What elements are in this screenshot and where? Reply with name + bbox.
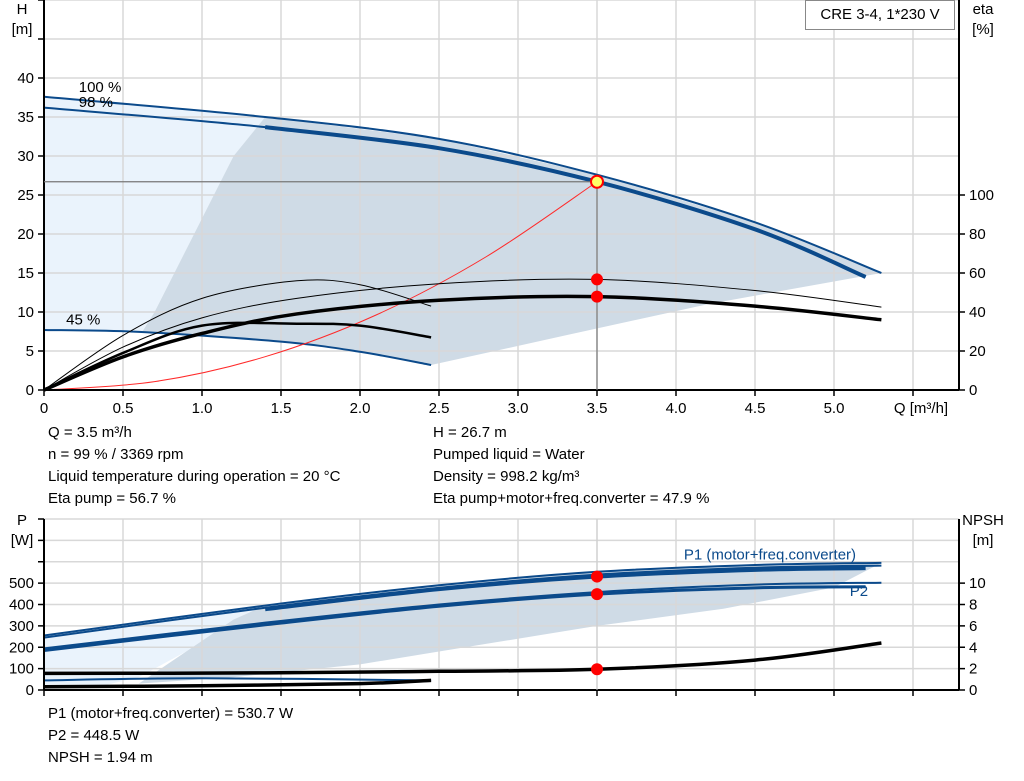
x-tick-label: 0 bbox=[40, 400, 48, 417]
y-axis-unit: [m] bbox=[12, 21, 33, 38]
y2-axis-label: NPSH bbox=[962, 512, 1004, 529]
x-tick-label: 1.0 bbox=[192, 400, 213, 417]
series-line-2 bbox=[264, 566, 866, 612]
power-series-label: P1 (motor+freq.converter) bbox=[684, 547, 856, 564]
series-line-0 bbox=[43, 561, 882, 637]
y-axis-label: H bbox=[17, 1, 28, 18]
y-tick-label: 400 bbox=[9, 597, 34, 614]
y-tick-label: 10 bbox=[17, 304, 34, 321]
y2-tick-label: 20 bbox=[969, 343, 986, 360]
y-tick-label: 15 bbox=[17, 265, 34, 282]
series-line-8 bbox=[43, 321, 432, 392]
x-tick-label: 3.0 bbox=[508, 400, 529, 417]
x-tick-label: 4.0 bbox=[666, 400, 687, 417]
operating-point bbox=[590, 174, 604, 189]
info-bottom: P1 (motor+freq.converter) = 530.7 W P2 =… bbox=[48, 703, 293, 769]
y2-tick-label: 8 bbox=[969, 597, 977, 614]
x-tick-label: 4.5 bbox=[745, 400, 766, 417]
y-tick-label: 500 bbox=[9, 575, 34, 592]
info-p1: P1 (motor+freq.converter) = 530.7 W bbox=[48, 705, 294, 722]
info-flow: Q = 3.5 m³/h bbox=[48, 424, 132, 441]
series-line-0 bbox=[43, 95, 882, 274]
y2-tick-label: 40 bbox=[969, 304, 986, 321]
series-line-7 bbox=[43, 678, 432, 689]
info-eta-pump: Eta pump = 56.7 % bbox=[48, 490, 176, 507]
operating-point-p bbox=[591, 588, 603, 601]
y-tick-label: 20 bbox=[17, 226, 34, 243]
series-line-3 bbox=[43, 328, 432, 367]
series-line-4 bbox=[43, 181, 598, 391]
info-temperature: Liquid temperature during operation = 20… bbox=[48, 468, 341, 485]
eta-point bbox=[591, 290, 603, 303]
x-tick-label: 5.0 bbox=[824, 400, 845, 417]
y2-tick-label: 0 bbox=[969, 682, 977, 699]
info-top-right: H = 26.7 m Pumped liquid = Water Density… bbox=[433, 422, 709, 510]
info-top-left: Q = 3.5 m³/h n = 99 % / 3369 rpm Liquid … bbox=[48, 422, 340, 510]
info-speed: n = 99 % / 3369 rpm bbox=[48, 446, 184, 463]
x-tick-label: 0.5 bbox=[113, 400, 134, 417]
x-tick-label: 2.5 bbox=[429, 400, 450, 417]
y2-axis-unit: [%] bbox=[972, 21, 994, 38]
y2-tick-label: 100 bbox=[969, 187, 994, 204]
y2-tick-label: 4 bbox=[969, 639, 977, 656]
y-tick-label: 200 bbox=[9, 639, 34, 656]
y2-tick-label: 0 bbox=[969, 382, 977, 399]
info-head: H = 26.7 m bbox=[433, 424, 507, 441]
y-tick-label: 25 bbox=[17, 187, 34, 204]
y-axis-unit: [W] bbox=[11, 532, 34, 549]
series-line-6 bbox=[43, 294, 882, 392]
y-tick-label: 300 bbox=[9, 618, 34, 635]
info-liquid: Pumped liquid = Water bbox=[433, 446, 585, 463]
info-npsh: NPSH = 1.94 m bbox=[48, 749, 153, 766]
series-line-6 bbox=[43, 641, 882, 676]
y-tick-label: 30 bbox=[17, 148, 34, 165]
y-tick-label: 35 bbox=[17, 109, 34, 126]
x-axis-label: Q [m³/h] bbox=[894, 400, 948, 417]
info-density: Density = 998.2 kg/m³ bbox=[433, 468, 580, 485]
series-line-5 bbox=[43, 278, 882, 391]
x-tick-label: 2.0 bbox=[350, 400, 371, 417]
series-line-4 bbox=[43, 585, 866, 652]
y2-tick-label: 80 bbox=[969, 226, 986, 243]
x-tick-label: 3.5 bbox=[587, 400, 608, 417]
pump-title-box: CRE 3-4, 1*230 V bbox=[805, 0, 955, 30]
y-axis-label: P bbox=[17, 512, 27, 529]
y2-tick-label: 10 bbox=[969, 575, 986, 592]
region-area-gray bbox=[138, 562, 882, 684]
info-p2: P2 = 448.5 W bbox=[48, 727, 140, 744]
speed-curve-label: 100 % bbox=[79, 79, 122, 96]
series-line-3 bbox=[43, 581, 882, 650]
operating-point-p bbox=[591, 570, 603, 583]
series-line-7 bbox=[43, 279, 432, 391]
y2-axis-unit: [m] bbox=[973, 532, 994, 549]
y-tick-label: 100 bbox=[9, 661, 34, 678]
y2-tick-label: 6 bbox=[969, 618, 977, 635]
y-tick-label: 5 bbox=[26, 343, 34, 360]
info-eta-total: Eta pump+motor+freq.converter = 47.9 % bbox=[433, 490, 710, 507]
y-tick-label: 0 bbox=[26, 382, 34, 399]
series-line-5 bbox=[43, 677, 432, 682]
x-tick-label: 1.5 bbox=[271, 400, 292, 417]
y-tick-label: 40 bbox=[17, 70, 34, 87]
y2-tick-label: 2 bbox=[969, 661, 977, 678]
power-series-label: P2 bbox=[850, 583, 868, 600]
operating-point-npsh bbox=[591, 663, 603, 676]
y-tick-label: 0 bbox=[26, 682, 34, 699]
eta-point bbox=[591, 273, 603, 286]
y2-tick-label: 60 bbox=[969, 265, 986, 282]
y2-axis-label: eta bbox=[973, 1, 995, 18]
speed-curve-label: 45 % bbox=[66, 311, 100, 328]
speed-curve-label: 98 % bbox=[79, 94, 113, 111]
